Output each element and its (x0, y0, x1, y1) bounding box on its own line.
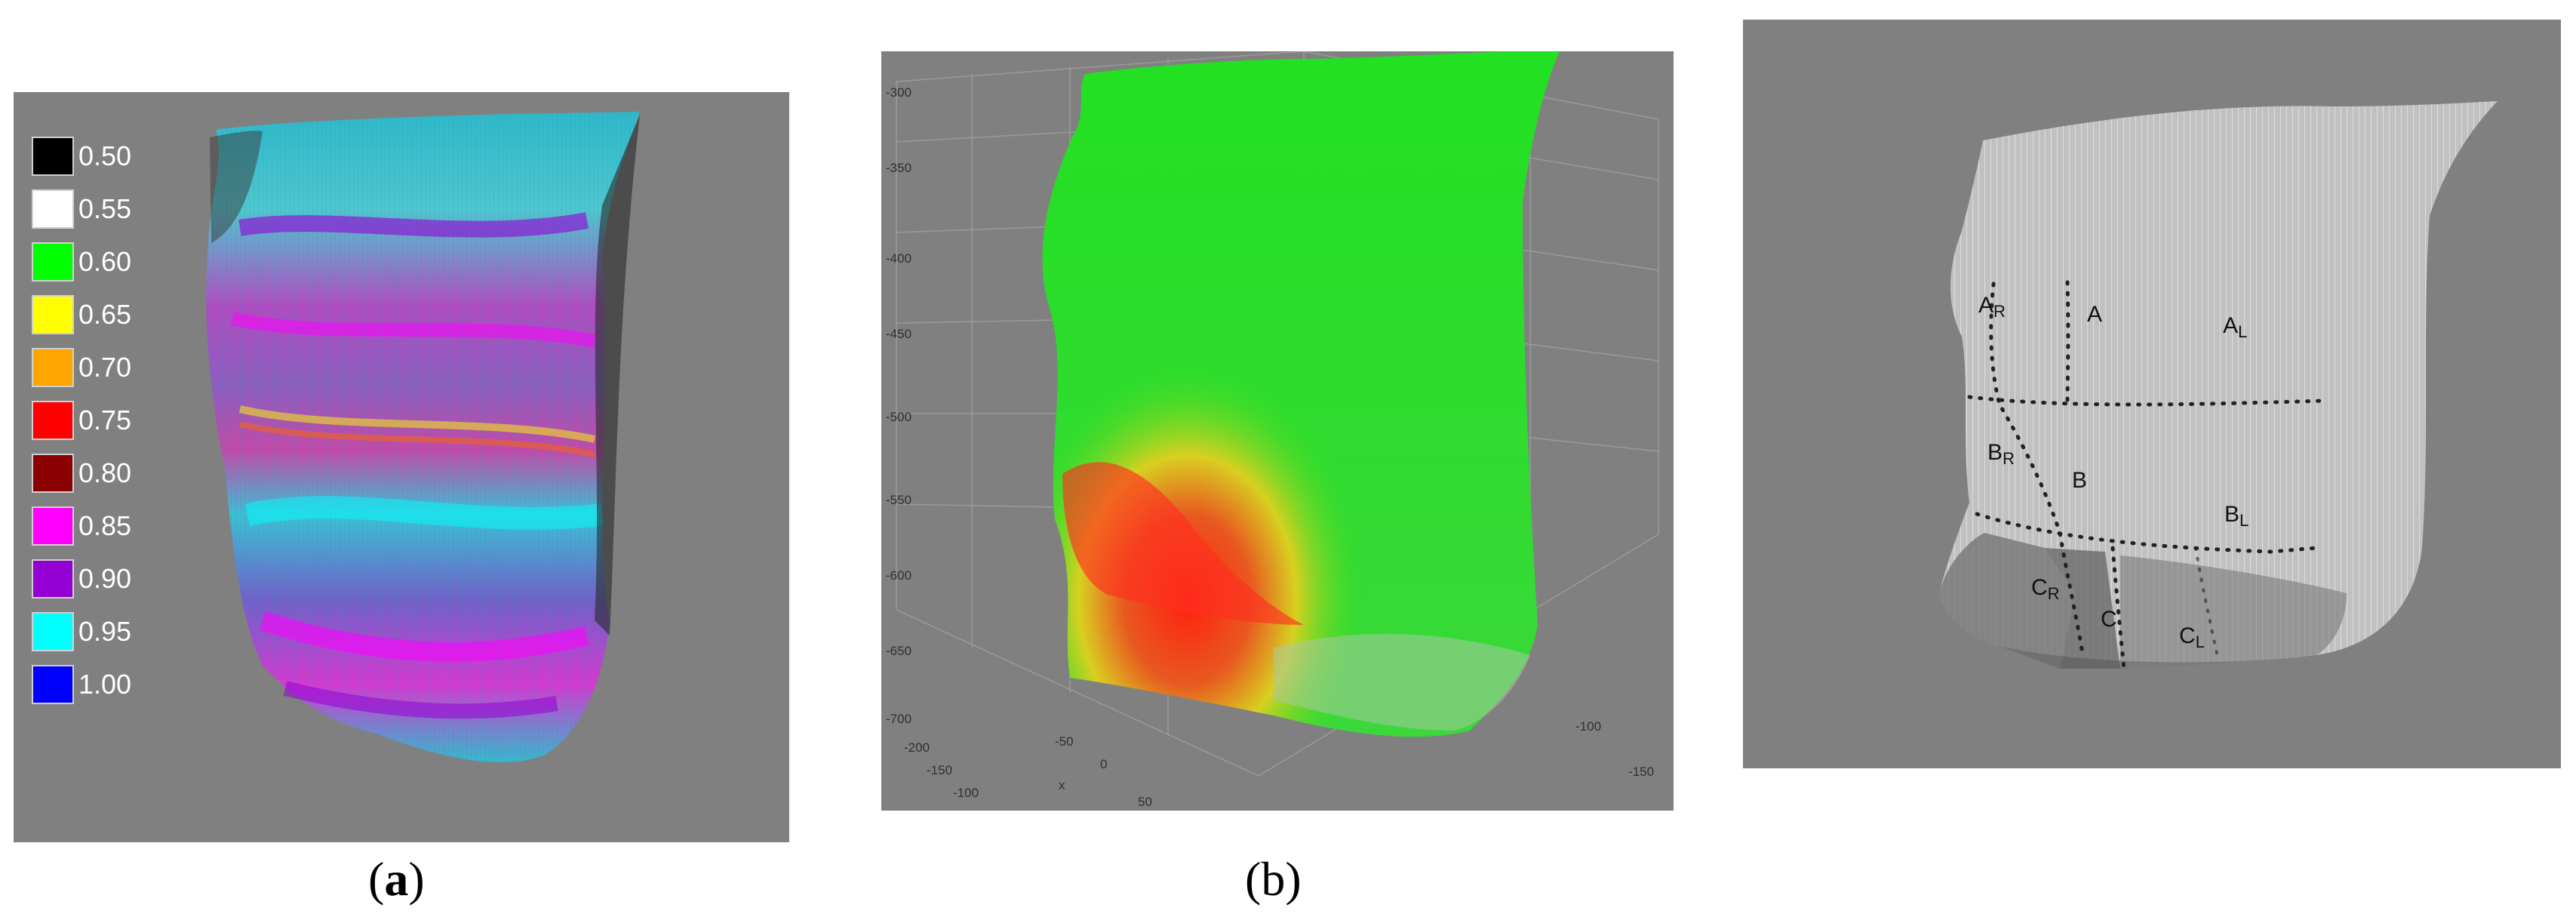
region-label-a-l: AL (2223, 313, 2248, 341)
legend-swatch (32, 137, 74, 176)
z-tick: -100 (1575, 719, 1601, 734)
legend-item-090: 0.90 (32, 557, 131, 601)
panel-a-heatmap (14, 92, 789, 842)
legend-swatch (32, 401, 74, 440)
legend-item-070: 0.70 (32, 346, 131, 389)
legend-swatch (32, 612, 74, 651)
legend-swatch (32, 242, 74, 282)
region-label-c-r: CR (2031, 575, 2060, 603)
torso-regions-c (1939, 101, 2498, 671)
region-label-a-r: AR (1978, 293, 2006, 321)
legend-item-085: 0.85 (32, 504, 131, 548)
region-label-c: C (2101, 607, 2117, 632)
region-label-b-r: BR (1987, 440, 2015, 468)
x-axis-ticks: -200 -150 -100 -50 0 50 x (904, 734, 1152, 809)
caption-a: (a) (368, 852, 425, 906)
legend-item-050: 0.50 (32, 134, 131, 178)
panel-b-3d-plot: -300 -350 -400 -450 -500 -550 -600 -650 … (881, 51, 1674, 811)
plot-3d-b: -300 -350 -400 -450 -500 -550 -600 -650 … (886, 51, 1659, 809)
caption-b: (b) (1245, 852, 1302, 906)
legend-label: 0.55 (78, 193, 132, 224)
legend-item-075: 0.75 (32, 398, 131, 442)
legend-item-100: 1.00 (32, 663, 131, 706)
y-tick: -650 (886, 644, 911, 658)
y-axis-ticks: -300 -350 -400 -450 -500 -550 -600 -650 … (886, 85, 911, 726)
region-label-b: B (2072, 468, 2088, 493)
panel-c-regions (1743, 20, 2561, 768)
legend-item-055: 0.55 (32, 187, 131, 231)
x-tick: -200 (904, 740, 930, 755)
legend-label: 0.65 (78, 299, 132, 330)
legend-label: 0.95 (78, 616, 132, 647)
legend-swatch (32, 506, 74, 546)
legend-item-095: 0.95 (32, 610, 131, 654)
legend-item-060: 0.60 (32, 240, 131, 284)
legend-swatch (32, 559, 74, 599)
legend-item-080: 0.80 (32, 451, 131, 495)
region-label-b-l: BL (2224, 502, 2249, 530)
x-axis-label: x (1059, 778, 1065, 792)
legend-swatch (32, 454, 74, 493)
x-tick: -100 (953, 786, 979, 800)
legend-swatch (32, 189, 74, 229)
legend-label: 0.80 (78, 457, 132, 488)
y-tick: -550 (886, 493, 911, 507)
x-tick: 50 (1138, 795, 1152, 809)
x-tick: -150 (927, 763, 952, 777)
legend-swatch (32, 665, 74, 704)
legend-label: 1.00 (78, 669, 132, 700)
legend-item-065: 0.65 (32, 293, 131, 337)
y-tick: -500 (886, 410, 911, 424)
z-axis-ticks: -100 -150 (1575, 719, 1654, 779)
legend-label: 0.60 (78, 246, 132, 277)
y-tick: -450 (886, 327, 911, 341)
y-tick: -300 (886, 85, 911, 100)
legend-label: 0.85 (78, 510, 132, 541)
y-tick: -350 (886, 161, 911, 175)
region-label-c-l: CL (2179, 623, 2205, 651)
region-label-a: A (2087, 302, 2103, 327)
legend-swatch (32, 348, 74, 387)
torso-heatmap-a (206, 112, 641, 763)
y-tick: -600 (886, 568, 911, 583)
x-tick: -50 (1055, 734, 1074, 749)
legend-swatch (32, 295, 74, 334)
legend-label: 0.70 (78, 352, 132, 383)
torso-shape-c (1939, 101, 2498, 663)
legend-label: 0.75 (78, 405, 132, 435)
y-tick: -400 (886, 251, 911, 266)
x-tick: 0 (1100, 757, 1107, 771)
legend-label: 0.50 (78, 140, 132, 171)
z-tick: -150 (1628, 765, 1654, 779)
legend-label: 0.90 (78, 563, 132, 594)
y-tick: -700 (886, 712, 911, 726)
